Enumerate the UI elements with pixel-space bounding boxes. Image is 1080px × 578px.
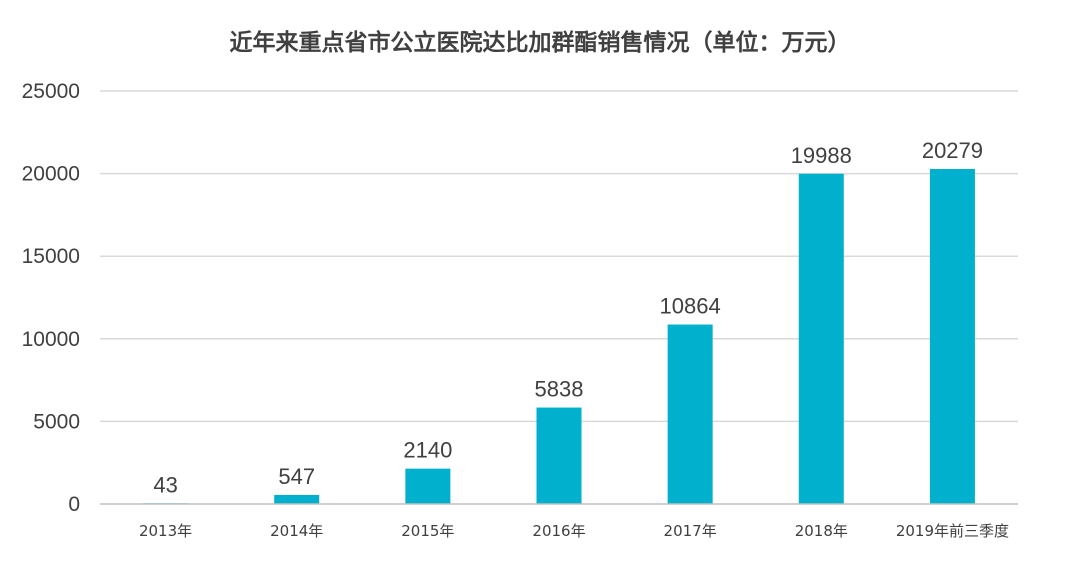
- y-axis-ticks: 0 5000 10000 15000 20000 25000: [22, 80, 80, 516]
- data-label: 2140: [403, 438, 452, 463]
- x-tick-label: 2018年: [795, 522, 848, 540]
- x-tick-label: 2013年: [139, 522, 192, 540]
- data-label: 43: [153, 472, 177, 497]
- bar: [667, 324, 713, 504]
- y-tick-label: 20000: [22, 163, 80, 186]
- bars: [143, 168, 975, 505]
- data-label: 5838: [535, 377, 584, 402]
- data-label: 547: [278, 464, 315, 489]
- x-tick-label: 2016年: [532, 522, 585, 540]
- chart-title: 近年来重点省市公立医院达比加群酯销售情况（单位：万元）: [230, 29, 851, 56]
- y-tick-label: 15000: [22, 245, 80, 268]
- bar: [274, 494, 320, 504]
- data-label: 10864: [660, 294, 721, 319]
- x-axis-ticks: 2013年 2014年 2015年 2016年 2017年 2018年 2019年前三季度: [139, 522, 1009, 540]
- bar: [405, 468, 451, 504]
- y-tick-label: 5000: [33, 410, 80, 433]
- x-tick-label: 2015年: [401, 522, 454, 540]
- x-tick-label: 2017年: [664, 522, 717, 540]
- x-tick-label: 2014年: [270, 522, 323, 540]
- x-tick-label: 2019年前三季度: [896, 522, 1009, 540]
- data-label: 20279: [922, 138, 983, 163]
- data-labels: 43 547 2140 5838 10864 19988 20279: [153, 138, 983, 497]
- y-tick-label: 10000: [22, 328, 80, 351]
- y-tick-label: 25000: [22, 80, 80, 103]
- bar: [798, 173, 844, 505]
- bar: [536, 407, 582, 504]
- bar: [929, 168, 975, 505]
- data-label: 19988: [791, 143, 852, 168]
- gridlines: [100, 90, 1018, 423]
- y-tick-label: 0: [68, 493, 80, 516]
